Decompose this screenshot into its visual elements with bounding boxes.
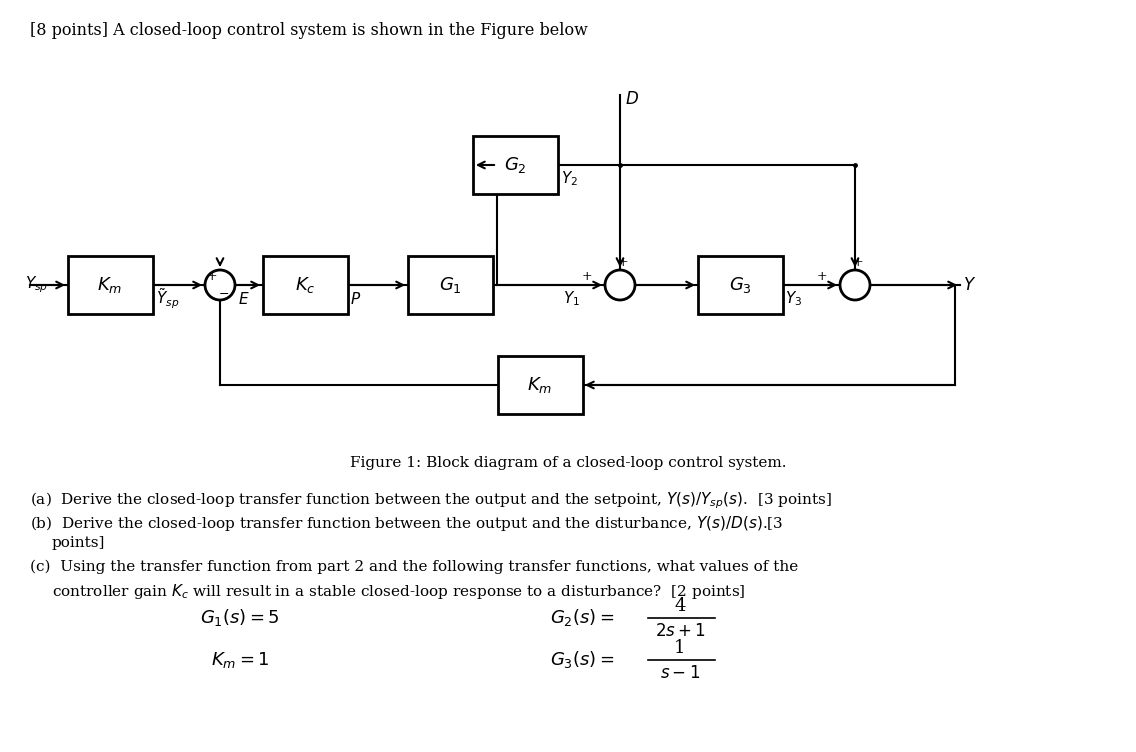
Text: $D$: $D$	[625, 92, 638, 108]
Text: $Y_2$: $Y_2$	[561, 170, 578, 188]
FancyBboxPatch shape	[67, 256, 152, 314]
Text: +: +	[582, 271, 592, 284]
Text: controller gain $K_c$ will result in a stable closed-loop response to a disturba: controller gain $K_c$ will result in a s…	[52, 582, 745, 601]
FancyBboxPatch shape	[408, 256, 493, 314]
Text: $K_c$: $K_c$	[294, 275, 316, 295]
Text: +: +	[207, 271, 217, 284]
FancyBboxPatch shape	[498, 356, 583, 414]
Text: +: +	[853, 256, 863, 269]
FancyBboxPatch shape	[473, 136, 558, 194]
Text: (b)  Derive the closed-loop transfer function between the output and the disturb: (b) Derive the closed-loop transfer func…	[30, 514, 784, 533]
Text: $G_2(s) =$: $G_2(s) =$	[551, 608, 615, 629]
Text: −: −	[219, 287, 229, 301]
Text: $Y_{sp}$: $Y_{sp}$	[25, 274, 48, 296]
Text: $2s + 1$: $2s + 1$	[654, 623, 705, 641]
Text: $Y_3$: $Y_3$	[785, 290, 802, 308]
Text: +: +	[817, 271, 827, 284]
Circle shape	[605, 270, 635, 300]
Text: 4: 4	[675, 597, 686, 615]
Text: $K_m = 1$: $K_m = 1$	[211, 650, 269, 670]
Text: (a)  Derive the closed-loop transfer function between the output and the setpoin: (a) Derive the closed-loop transfer func…	[30, 490, 832, 511]
Text: $G_1(s) = 5$: $G_1(s) = 5$	[200, 608, 279, 629]
Text: (c)  Using the transfer function from part 2 and the following transfer function: (c) Using the transfer function from par…	[30, 560, 799, 575]
Text: $G_3(s) =$: $G_3(s) =$	[551, 650, 615, 671]
Text: $Y$: $Y$	[963, 277, 976, 293]
Text: $G_1$: $G_1$	[438, 275, 461, 295]
FancyBboxPatch shape	[262, 256, 348, 314]
Circle shape	[204, 270, 235, 300]
Text: $K_m$: $K_m$	[98, 275, 123, 295]
FancyBboxPatch shape	[698, 256, 783, 314]
Text: $Y_1$: $Y_1$	[563, 290, 580, 308]
Text: $P$: $P$	[350, 291, 361, 307]
Text: $\tilde{Y}_{sp}$: $\tilde{Y}_{sp}$	[156, 287, 179, 311]
Text: $G_2$: $G_2$	[503, 155, 526, 175]
Text: $E$: $E$	[239, 291, 250, 307]
Text: 1: 1	[675, 639, 686, 657]
Circle shape	[840, 270, 870, 300]
Text: [8 points] A closed-loop control system is shown in the Figure below: [8 points] A closed-loop control system …	[30, 22, 587, 39]
Text: $G_3$: $G_3$	[728, 275, 751, 295]
Text: $K_m$: $K_m$	[527, 375, 552, 395]
Text: points]: points]	[52, 536, 106, 550]
Text: +: +	[618, 256, 628, 269]
Text: $s - 1$: $s - 1$	[660, 666, 700, 683]
Text: Figure 1: Block diagram of a closed-loop control system.: Figure 1: Block diagram of a closed-loop…	[350, 456, 786, 470]
